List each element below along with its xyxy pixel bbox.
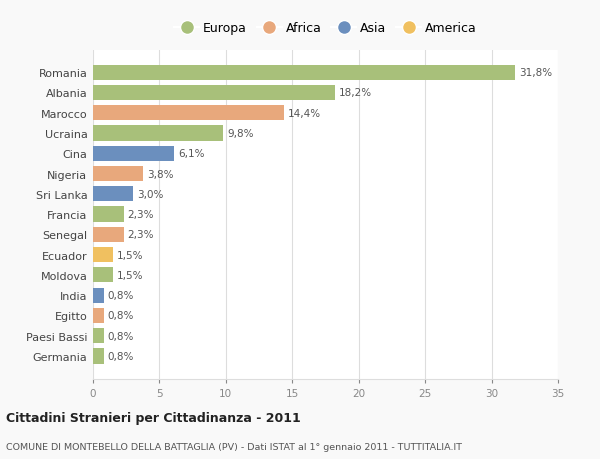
Text: 31,8%: 31,8% — [520, 68, 553, 78]
Bar — [93, 65, 515, 81]
Text: 0,8%: 0,8% — [107, 291, 134, 301]
Bar — [93, 308, 104, 323]
Bar — [93, 106, 284, 121]
Text: 0,8%: 0,8% — [107, 351, 134, 361]
Text: COMUNE DI MONTEBELLO DELLA BATTAGLIA (PV) - Dati ISTAT al 1° gennaio 2011 - TUTT: COMUNE DI MONTEBELLO DELLA BATTAGLIA (PV… — [6, 442, 462, 451]
Text: 3,8%: 3,8% — [148, 169, 174, 179]
Text: 0,8%: 0,8% — [107, 311, 134, 321]
Text: 2,3%: 2,3% — [128, 230, 154, 240]
Text: 1,5%: 1,5% — [117, 250, 143, 260]
Bar — [93, 187, 133, 202]
Text: 3,0%: 3,0% — [137, 190, 163, 199]
Bar — [93, 167, 143, 182]
Text: 1,5%: 1,5% — [117, 270, 143, 280]
Bar — [93, 227, 124, 242]
Bar — [93, 207, 124, 222]
Text: 9,8%: 9,8% — [227, 129, 254, 139]
Bar — [93, 126, 223, 141]
Bar — [93, 247, 113, 263]
Bar — [93, 288, 104, 303]
Text: 0,8%: 0,8% — [107, 331, 134, 341]
Legend: Europa, Africa, Asia, America: Europa, Africa, Asia, America — [169, 17, 482, 40]
Text: Cittadini Stranieri per Cittadinanza - 2011: Cittadini Stranieri per Cittadinanza - 2… — [6, 412, 301, 425]
Bar — [93, 146, 174, 162]
Bar — [93, 328, 104, 343]
Text: 2,3%: 2,3% — [128, 210, 154, 219]
Bar — [93, 348, 104, 364]
Text: 14,4%: 14,4% — [289, 108, 322, 118]
Bar — [93, 86, 335, 101]
Text: 18,2%: 18,2% — [339, 88, 372, 98]
Text: 6,1%: 6,1% — [178, 149, 205, 159]
Bar — [93, 268, 113, 283]
